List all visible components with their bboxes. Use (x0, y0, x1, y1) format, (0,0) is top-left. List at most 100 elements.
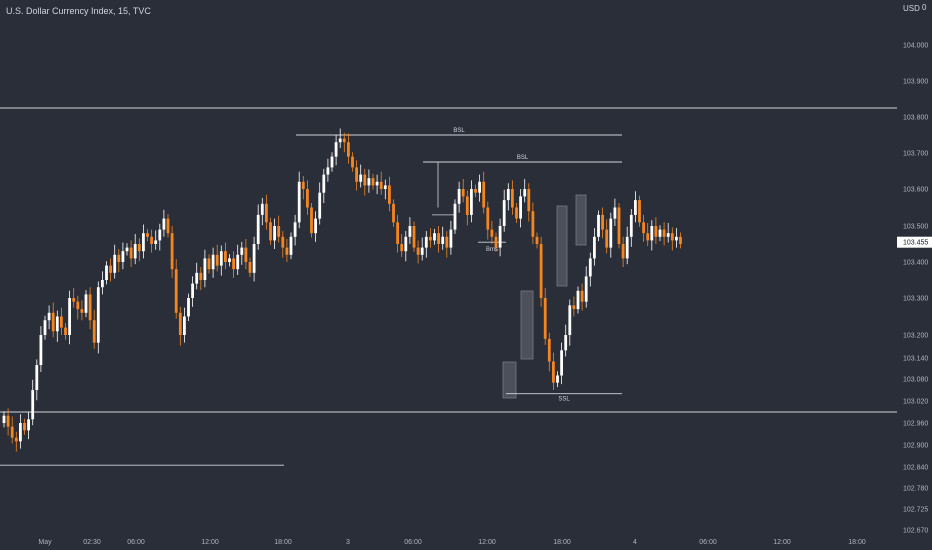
y-tick-label: 102.900 (903, 443, 928, 450)
x-tick-label: 02:30 (83, 539, 101, 546)
candle-body (187, 298, 190, 317)
candle-body (523, 189, 527, 197)
candle-body (388, 185, 391, 204)
candle-body (609, 218, 613, 248)
candle-body (584, 276, 588, 302)
candle-body (19, 423, 22, 442)
candle-body (178, 312, 182, 335)
candle-body (318, 192, 322, 219)
candle-body (338, 138, 342, 143)
candle-body (408, 226, 412, 237)
candle-body (260, 203, 264, 215)
candle-body (400, 244, 404, 252)
candle-body (675, 236, 678, 241)
candle-body (137, 244, 141, 252)
y-tick-label: 102.780 (903, 486, 928, 493)
candle-body (219, 251, 223, 266)
candle-body (437, 233, 440, 244)
candle-body (35, 365, 39, 390)
candle-body (211, 254, 215, 270)
candle-body (588, 258, 592, 277)
candle-body (207, 258, 211, 270)
y-tick-label: 102.725 (903, 507, 928, 514)
candle-body (470, 189, 473, 215)
chart-title: U.S. Dollar Currency Index, 15, TVC (6, 6, 151, 16)
candle-body (494, 236, 498, 248)
candle-body (174, 269, 178, 313)
y-tick-label: 103.900 (903, 79, 928, 86)
candle-body (478, 181, 481, 193)
candle-body (564, 335, 568, 351)
time-axis[interactable]: May 02:30 06:00 12:00 18:00 3 06:00 12:00 18:00 4… (38, 539, 865, 546)
candle-body (519, 196, 522, 219)
candle-body (297, 181, 301, 223)
candle-body (654, 226, 658, 237)
candle-body (593, 236, 596, 259)
candle-body (662, 229, 666, 237)
candle-body (445, 236, 449, 248)
candle-body (92, 320, 96, 343)
y-tick-label: 104.000 (903, 43, 928, 50)
candle-body (539, 244, 543, 298)
y-tick-label: 102.840 (903, 465, 928, 472)
candle-body (326, 167, 330, 175)
candle-body (650, 226, 654, 241)
candle-body (342, 138, 346, 143)
candle-body (232, 258, 235, 270)
x-tick-label: 12:00 (201, 539, 219, 546)
candle-body (203, 258, 207, 280)
currency-label[interactable]: USD (903, 4, 920, 13)
candle-body (314, 218, 317, 234)
candle-body (43, 320, 47, 335)
candle-body (498, 226, 502, 248)
x-tick-label: 06:00 (127, 539, 145, 546)
alert-count[interactable]: 0 (922, 3, 927, 12)
order-block-zones (502, 194, 587, 399)
candle-body (252, 244, 256, 273)
candle-body (367, 178, 371, 186)
candle-body (10, 426, 14, 438)
x-tick-label: 4 (633, 539, 637, 546)
candle-body (240, 247, 244, 255)
candle-body (31, 390, 35, 420)
candle-body (392, 203, 395, 223)
order-block-box (520, 290, 534, 360)
candle-body (355, 167, 358, 182)
candle-body (88, 294, 92, 321)
annotations: Bms (486, 247, 498, 253)
candle-body (158, 229, 162, 241)
candle-body (113, 254, 117, 273)
order-block-box (556, 205, 568, 287)
candle-body (461, 189, 465, 197)
candle-body (347, 142, 350, 157)
x-tick-label: 3 (346, 539, 350, 546)
candle-body (27, 419, 30, 431)
candle-body (80, 309, 84, 313)
candle-body (146, 233, 149, 237)
candle-body (490, 229, 494, 237)
candle-body (285, 247, 289, 255)
x-tick-label: 12:00 (773, 539, 791, 546)
level-label: BSL (453, 128, 465, 134)
candle-body (547, 338, 551, 362)
candle-body (228, 258, 231, 262)
candle-body (359, 174, 363, 182)
x-tick-label: 18:00 (848, 539, 866, 546)
candle-body (383, 185, 387, 189)
y-tick-label: 103.140 (903, 356, 928, 363)
candle-body (375, 181, 379, 186)
candle-body (560, 350, 563, 376)
candle-body (424, 236, 428, 248)
candle-body (39, 335, 43, 365)
candle-body (429, 236, 432, 241)
candle-body (277, 226, 281, 237)
current-price-label: 103.455 (897, 236, 932, 248)
price-axis[interactable]: 104.000 103.900 103.800 103.700 103.600 103.5… (903, 43, 928, 535)
candle-body (96, 287, 100, 343)
x-tick-label: May (38, 539, 52, 546)
candles (2, 128, 682, 452)
y-tick-label: 103.400 (903, 260, 928, 267)
x-tick-label: 18:00 (553, 539, 571, 546)
candle-body (289, 236, 293, 255)
